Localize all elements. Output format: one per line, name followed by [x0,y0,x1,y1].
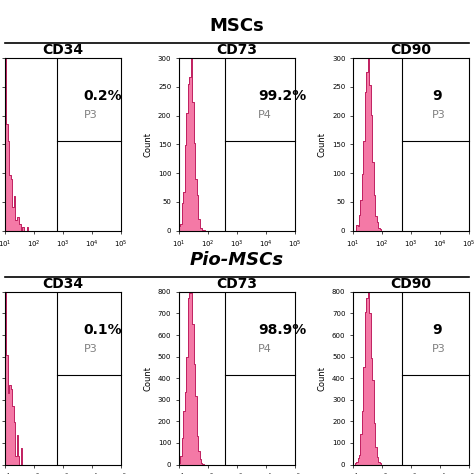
Text: P3: P3 [84,344,98,354]
Text: 9: 9 [432,89,442,103]
Text: 0.2%: 0.2% [84,89,122,103]
Title: CD90: CD90 [391,43,432,57]
Text: 98.9%: 98.9% [258,323,306,337]
Text: P4: P4 [258,110,272,120]
Text: 99.2%: 99.2% [258,89,306,103]
Text: 0.1%: 0.1% [84,323,122,337]
Text: Pio-MSCs: Pio-MSCs [190,251,284,269]
Title: CD73: CD73 [217,277,257,291]
Y-axis label: Count: Count [318,366,327,391]
Text: 9: 9 [432,323,442,337]
Text: P3: P3 [432,344,446,354]
Text: P3: P3 [432,110,446,120]
Title: CD90: CD90 [391,277,432,291]
Text: MSCs: MSCs [210,17,264,35]
Text: P3: P3 [84,110,98,120]
Title: CD73: CD73 [217,43,257,57]
Text: P4: P4 [258,344,272,354]
Y-axis label: Count: Count [143,132,152,157]
Y-axis label: Count: Count [143,366,152,391]
Y-axis label: Count: Count [318,132,327,157]
Title: CD34: CD34 [42,277,83,291]
Title: CD34: CD34 [42,43,83,57]
